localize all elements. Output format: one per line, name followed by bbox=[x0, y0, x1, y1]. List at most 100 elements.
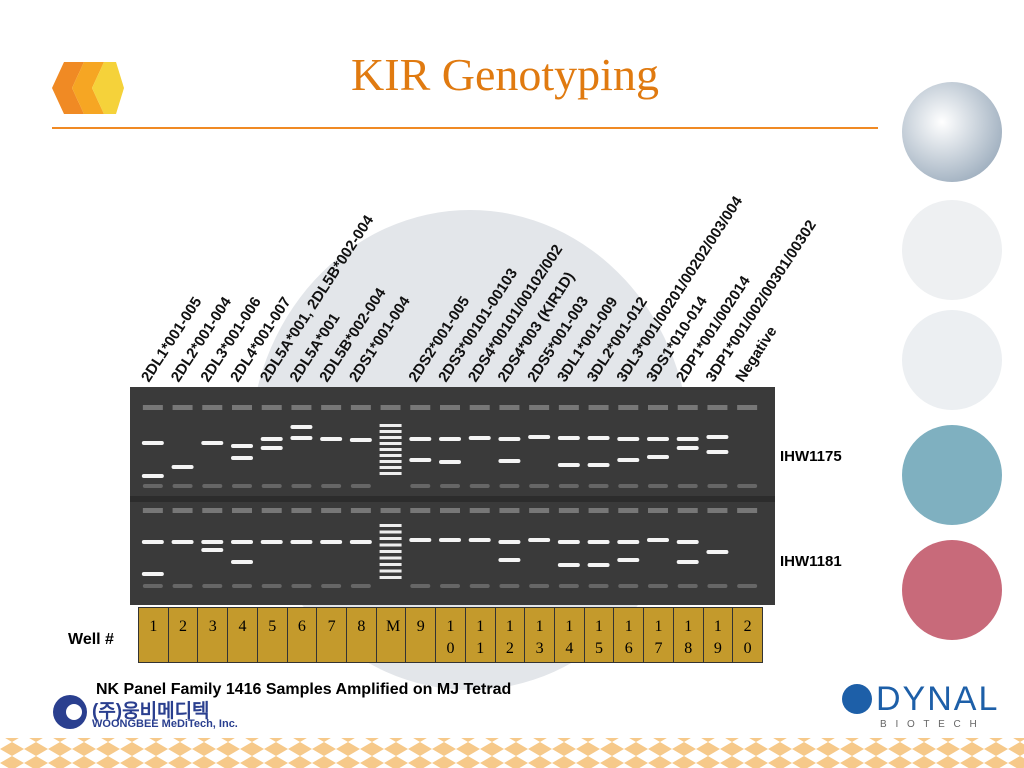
gel-band bbox=[290, 540, 313, 544]
well-slot bbox=[588, 405, 609, 410]
gel-band bbox=[171, 465, 194, 469]
well-slot bbox=[232, 405, 252, 410]
well-number: 6 bbox=[297, 618, 306, 635]
well-slot bbox=[232, 508, 252, 513]
primer-dimer bbox=[737, 484, 758, 488]
well-slot bbox=[677, 405, 698, 410]
gel-band bbox=[617, 437, 640, 441]
gel-band bbox=[320, 437, 343, 441]
well-slot bbox=[529, 405, 550, 410]
ladder-band bbox=[379, 524, 402, 527]
ladder-band bbox=[379, 466, 402, 469]
gel-band bbox=[676, 540, 699, 544]
well-slot bbox=[588, 508, 609, 513]
gel-band bbox=[439, 437, 461, 441]
primer-dimer bbox=[558, 484, 579, 488]
primer-dimer bbox=[232, 584, 252, 588]
ladder-band bbox=[379, 569, 402, 573]
ladder-band bbox=[379, 530, 402, 534]
well-number: 12 bbox=[505, 618, 514, 657]
gel-band bbox=[528, 435, 551, 439]
primer-dimer bbox=[172, 484, 193, 488]
gel-band bbox=[647, 437, 669, 441]
well-number: 5 bbox=[268, 618, 277, 635]
dynal-logo: DYNAL bbox=[876, 680, 1000, 718]
gel-band bbox=[320, 540, 343, 544]
well-slot bbox=[469, 405, 490, 410]
well-cell: 20 bbox=[732, 607, 763, 663]
ladder-band bbox=[379, 430, 402, 433]
gel-band bbox=[141, 572, 164, 576]
primer-dimer bbox=[202, 484, 223, 488]
woongbee-mark bbox=[53, 695, 87, 729]
well-cell: 11 bbox=[464, 607, 496, 663]
ladder-band bbox=[379, 448, 402, 451]
well-cell: 8 bbox=[346, 607, 377, 663]
well-number: 13 bbox=[535, 618, 544, 657]
well-cell: 14 bbox=[554, 607, 585, 663]
primer-dimer bbox=[321, 584, 342, 588]
primer-dimer bbox=[321, 484, 342, 488]
well-cell: 6 bbox=[286, 607, 318, 663]
primer-dimer bbox=[261, 484, 282, 488]
well-slot bbox=[321, 508, 342, 513]
well-number: M bbox=[386, 618, 401, 635]
gel-band bbox=[290, 425, 313, 429]
gel-band bbox=[587, 563, 610, 567]
primer-dimer bbox=[350, 484, 371, 488]
well-slot bbox=[172, 508, 193, 513]
gel-band bbox=[468, 538, 491, 542]
well-slot bbox=[618, 508, 639, 513]
gel-band bbox=[439, 538, 461, 542]
gel-band bbox=[676, 437, 699, 441]
gel-band bbox=[141, 474, 164, 478]
well-number: 19 bbox=[713, 618, 722, 657]
dynal-mark bbox=[842, 684, 872, 714]
gel-band bbox=[498, 558, 521, 562]
footer-pattern bbox=[0, 738, 1024, 768]
biotech-logo: B I O T E C H bbox=[880, 719, 980, 730]
well-slot bbox=[618, 405, 639, 410]
gel-band bbox=[201, 548, 224, 552]
well-cell: 1 bbox=[138, 607, 169, 663]
well-number: 11 bbox=[476, 618, 485, 657]
gel-image bbox=[130, 387, 775, 605]
primer-dimer bbox=[142, 584, 163, 588]
well-slot bbox=[142, 508, 163, 513]
primer-dimer bbox=[588, 484, 609, 488]
well-cell: 16 bbox=[613, 607, 645, 663]
ladder-band bbox=[379, 460, 402, 463]
primer-dimer bbox=[469, 584, 490, 588]
well-cell: 7 bbox=[316, 607, 347, 663]
gel-band bbox=[528, 538, 551, 542]
gel-band bbox=[439, 460, 461, 464]
primer-dimer bbox=[677, 484, 698, 488]
primer-dimer bbox=[707, 584, 728, 588]
well-slot bbox=[707, 508, 728, 513]
primer-dimer bbox=[469, 484, 490, 488]
primer-dimer bbox=[172, 584, 193, 588]
woongbee-korean: (주)웅비메디텍 bbox=[92, 701, 210, 722]
gel-band bbox=[141, 441, 164, 445]
well-number: 18 bbox=[684, 618, 693, 657]
well-cell: 18 bbox=[672, 607, 704, 663]
well-slot bbox=[410, 508, 431, 513]
gel-band bbox=[231, 560, 253, 564]
gel-band bbox=[231, 456, 253, 460]
primer-dimer bbox=[440, 484, 460, 488]
well-slot bbox=[558, 405, 579, 410]
gel-band bbox=[647, 455, 669, 459]
primer-dimer bbox=[618, 484, 639, 488]
well-slot bbox=[202, 508, 223, 513]
gel-band bbox=[498, 540, 521, 544]
well-number: 10 bbox=[446, 618, 455, 657]
ladder-band bbox=[379, 550, 402, 553]
primer-dimer bbox=[232, 484, 252, 488]
gel-band bbox=[409, 538, 432, 542]
side-images bbox=[902, 82, 1002, 640]
slide-title: KIR Genotyping bbox=[351, 49, 659, 100]
ladder-band bbox=[379, 556, 402, 560]
ladder-band bbox=[379, 576, 402, 579]
well-cell: 13 bbox=[524, 607, 555, 663]
